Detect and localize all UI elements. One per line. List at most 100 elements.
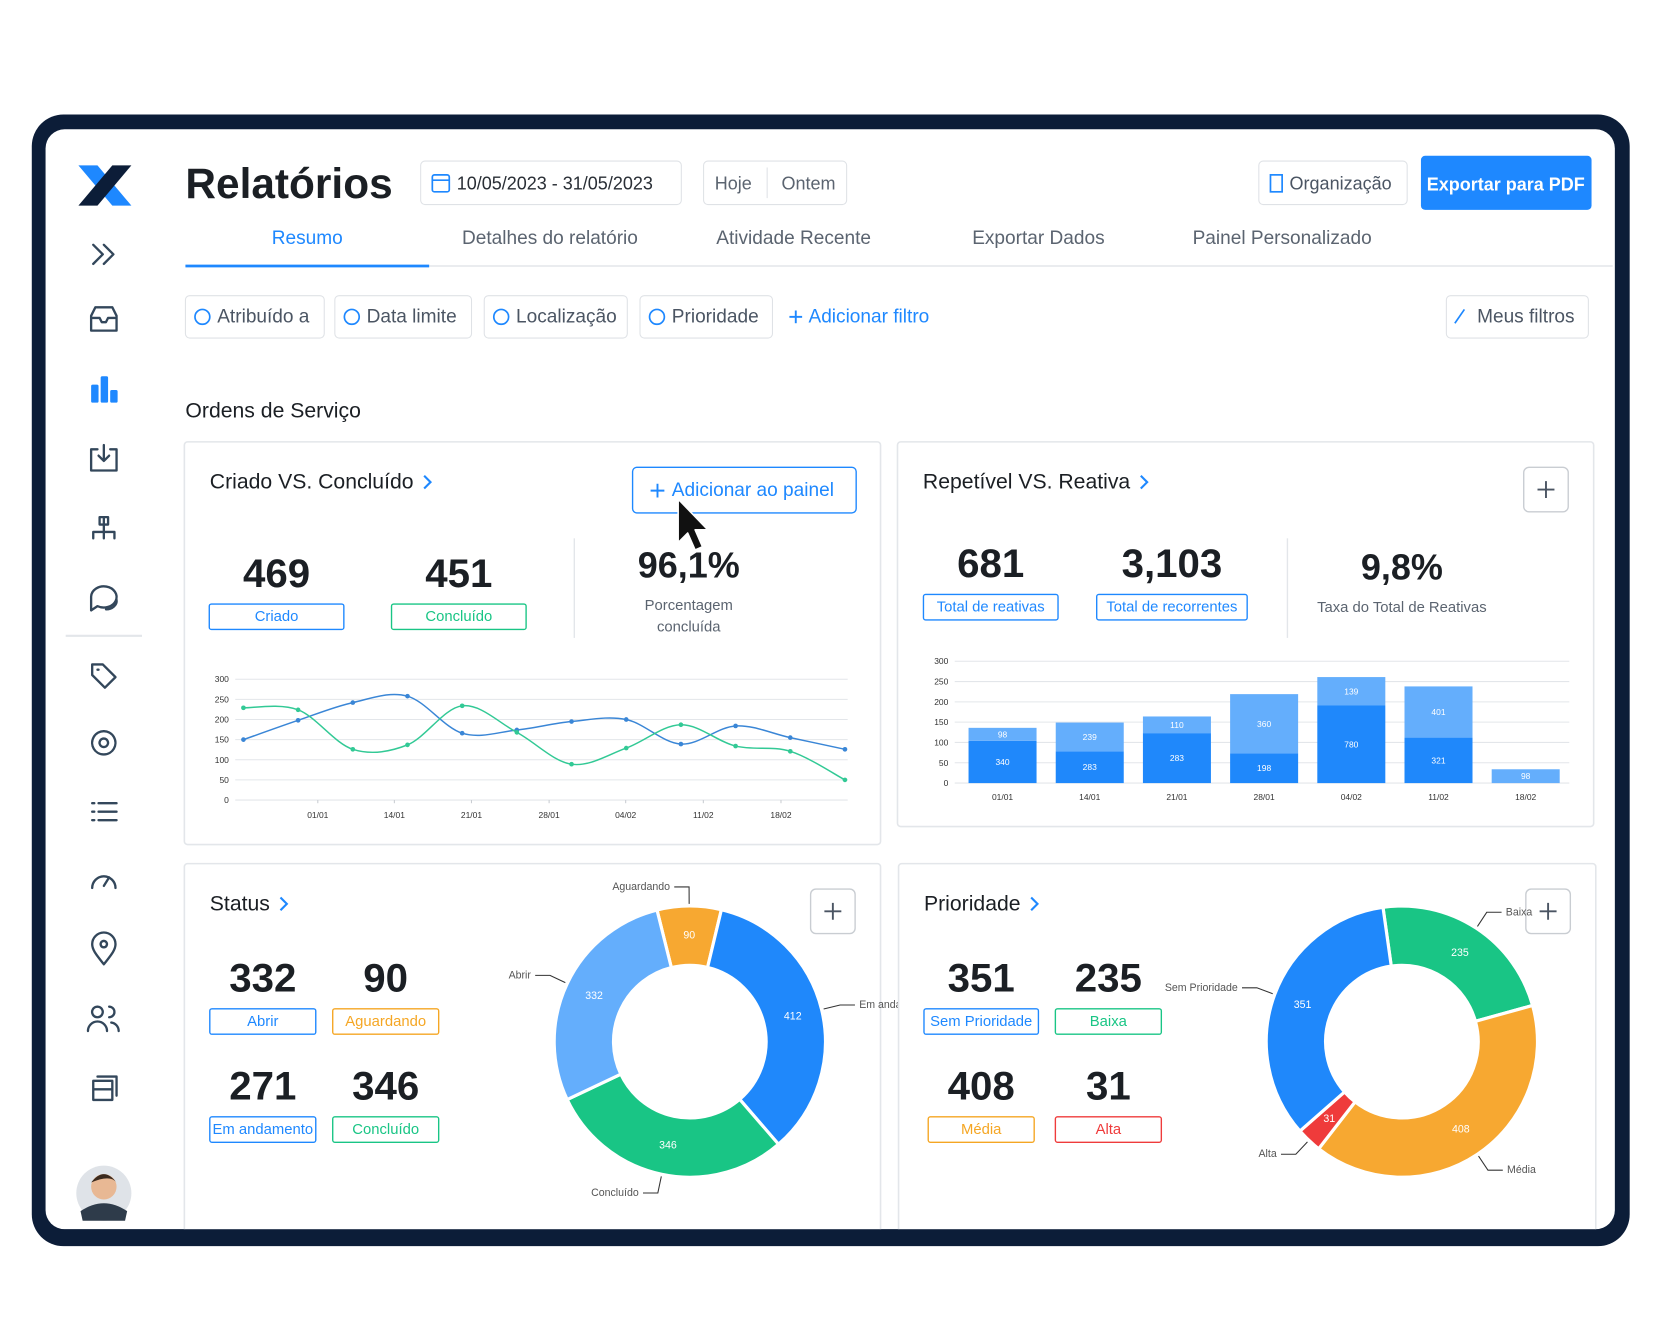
building-icon [1269, 174, 1283, 193]
plus-icon [1539, 902, 1557, 920]
y-tick-label: 300 [215, 674, 229, 684]
line-point [569, 761, 574, 767]
line-point [842, 777, 848, 783]
segment-label: 780 [1344, 739, 1358, 749]
sidebar-icon[interactable] [91, 931, 117, 966]
bar-segment [1230, 694, 1299, 754]
stat-badge [1054, 1116, 1163, 1143]
stat-value: 451 [425, 551, 492, 596]
filter-chip[interactable] [639, 295, 773, 339]
donut-slice [705, 908, 828, 1146]
line-point [459, 730, 465, 736]
segment-label: 110 [1170, 720, 1184, 730]
callout-label: Baixa [1506, 906, 1533, 918]
tab[interactable]: Painel Personalizado [1193, 228, 1372, 249]
filter-chip[interactable] [184, 295, 325, 339]
quick-date[interactable]: Ontem [781, 173, 835, 193]
sidebar-icon[interactable] [91, 729, 117, 756]
stat-badge [923, 1008, 1040, 1035]
callout-line [642, 1176, 662, 1194]
donut-slice [565, 1072, 781, 1179]
sidebar-icon-active[interactable] [110, 389, 118, 403]
sidebar-icon[interactable] [89, 306, 118, 332]
export-button[interactable] [1420, 155, 1592, 210]
date-range[interactable]: 10/05/2023 - 31/05/2023 [457, 173, 653, 193]
callout-line [1478, 1155, 1503, 1171]
export-label[interactable]: Exportar para PDF [1427, 174, 1585, 194]
sidebar-icon-active[interactable] [100, 376, 109, 403]
line-point [350, 746, 356, 752]
sidebar-icon-active[interactable] [91, 384, 99, 403]
my-filters[interactable]: Meus filtros [1477, 306, 1574, 327]
add-to-panel-label[interactable]: Adicionar ao painel [672, 480, 834, 501]
panel [183, 441, 882, 846]
filter-chip[interactable] [334, 295, 473, 339]
filter-label[interactable]: Prioridade [672, 306, 759, 327]
panel-title[interactable]: Prioridade [924, 892, 1021, 915]
sidebar-icon[interactable] [86, 1005, 120, 1033]
stat-badge [332, 1008, 440, 1035]
segment-label: 239 [1083, 732, 1097, 742]
add-filter[interactable]: Adicionar filtro [808, 306, 929, 327]
y-tick-label: 250 [215, 694, 229, 704]
stat-label: Em andamento [213, 1122, 314, 1138]
sidebar-icon[interactable] [92, 243, 115, 266]
chevron[interactable] [1030, 896, 1040, 911]
y-tick-label: 150 [215, 735, 229, 745]
tab[interactable]: Exportar Dados [972, 228, 1104, 249]
tab[interactable]: Atividade Recente [716, 228, 871, 249]
sidebar-icon[interactable] [91, 802, 118, 822]
organization-button[interactable] [1258, 160, 1408, 206]
sidebar-icon[interactable] [89, 585, 118, 612]
chevron[interactable] [423, 475, 433, 490]
bar-segment [1230, 753, 1299, 784]
line-point [787, 748, 793, 754]
quick-date[interactable]: Hoje [715, 173, 752, 193]
filter-label[interactable]: Localização [516, 306, 617, 327]
slice-value: 235 [1451, 947, 1469, 959]
sidebar-icon[interactable] [91, 875, 117, 890]
x-tick-label: 21/01 [461, 810, 482, 820]
x-tick-label: 18/02 [770, 810, 791, 820]
panel-title[interactable]: Status [210, 892, 270, 915]
y-tick-label: 300 [934, 656, 948, 666]
avatar-shirt [80, 1203, 128, 1221]
chevron[interactable] [1140, 475, 1149, 490]
chevron[interactable] [279, 896, 289, 911]
x-tick-label: 01/01 [307, 810, 328, 820]
filter-chip[interactable] [483, 295, 628, 339]
y-tick-label: 50 [219, 775, 229, 785]
stat-value: 346 [352, 1064, 419, 1109]
date-range-box[interactable] [420, 160, 682, 206]
stat-label: Média [961, 1122, 1002, 1138]
stat-value: 351 [948, 956, 1015, 1001]
sidebar-icon[interactable] [91, 663, 117, 689]
add-to-panel-button[interactable] [631, 466, 857, 514]
sidebar-icon[interactable] [89, 443, 118, 472]
avatar-face [91, 1174, 117, 1200]
organization-label[interactable]: Organização [1290, 173, 1392, 193]
slice-value: 408 [1452, 1124, 1470, 1136]
filter-label[interactable]: Atribuído a [217, 306, 310, 327]
line-point [733, 723, 738, 729]
filter-label[interactable]: Data limite [367, 306, 457, 327]
panel-title[interactable]: Repetível VS. Reativa [923, 471, 1130, 494]
tab[interactable]: Resumo [272, 228, 343, 249]
stat-badge [209, 1116, 317, 1143]
stat-label: Baixa [1090, 1014, 1128, 1030]
stat-badge [208, 603, 345, 631]
stat-value: 271 [229, 1064, 296, 1109]
callout-line [1476, 911, 1502, 927]
stat-label: Total de reativas [937, 600, 1045, 616]
sidebar-icon[interactable] [92, 1075, 118, 1102]
my-filters-box[interactable] [1445, 295, 1589, 339]
sidebar-icon[interactable] [92, 515, 116, 540]
x-tick-label: 11/02 [1428, 792, 1449, 802]
tab[interactable]: Detalhes do relatório [462, 228, 638, 249]
y-tick-label: 0 [944, 778, 949, 788]
panel-title[interactable]: Criado VS. Concluído [210, 471, 414, 494]
x-tick-label: 28/01 [539, 810, 560, 820]
line-point [678, 722, 684, 728]
line-point [514, 730, 520, 735]
